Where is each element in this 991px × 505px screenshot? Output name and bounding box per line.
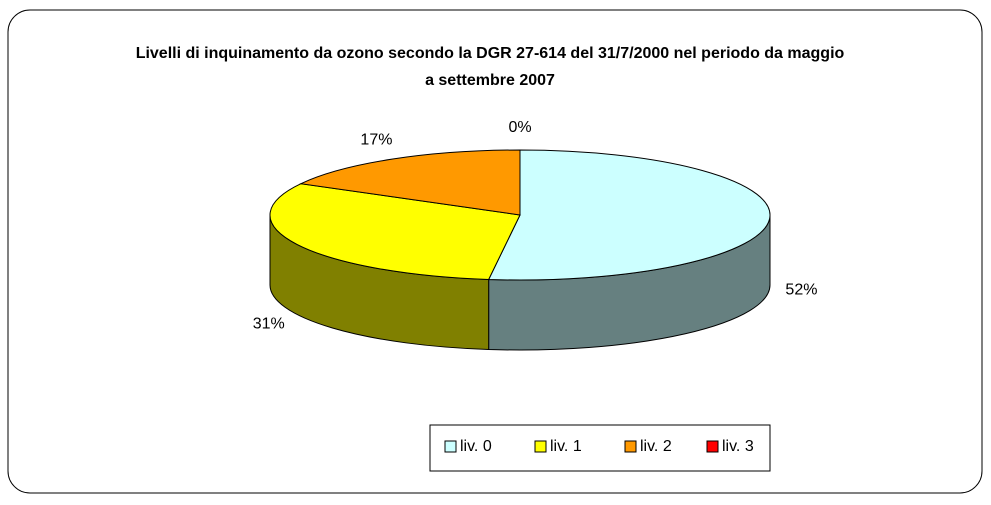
pie: 52% 31% 17% 0% [253,119,817,351]
legend-swatch [706,440,719,453]
slice [487,149,771,281]
legend-label: liv. 2 [640,438,672,455]
legend-label: liv. 1 [550,438,582,455]
legend-swatch [624,440,637,453]
slice [269,183,521,280]
data-label: 17% [360,131,392,148]
legend-label: liv. 0 [460,438,492,455]
data-label: 31% [253,316,285,333]
legend-label: liv. 3 [722,438,754,455]
legend-swatch [534,440,547,453]
data-label: 0% [508,119,531,136]
legend: liv. 0 liv. 1 liv. 2 liv. 3 [444,438,754,455]
chart-title: Livelli di inquinamento da ozono secondo… [135,45,845,89]
slice [299,149,521,216]
data-label: 52% [785,282,817,299]
legend-swatch [444,440,457,453]
